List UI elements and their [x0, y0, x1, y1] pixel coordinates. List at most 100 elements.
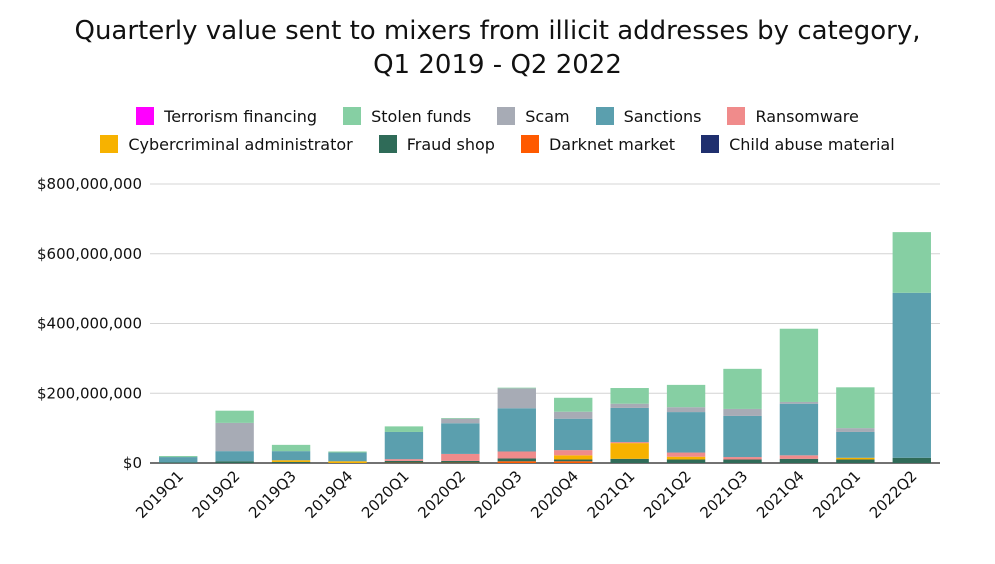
bar-segment	[779, 401, 819, 404]
chart-title: Quarterly value sent to mixers from illi…	[0, 14, 995, 82]
bar-segment	[497, 458, 536, 462]
bar-segment	[554, 461, 593, 463]
legend-label: Fraud shop	[406, 134, 495, 154]
bar-segment	[497, 461, 536, 463]
bar-segment	[271, 460, 311, 462]
bar-segment	[836, 428, 875, 432]
bar-segment	[159, 456, 198, 458]
bar-segment	[271, 451, 311, 461]
legend-label: Sanctions	[623, 106, 702, 126]
bar-segment	[554, 397, 593, 412]
legend-swatch	[727, 107, 746, 125]
bar-segment	[215, 410, 254, 423]
x-tick-label: 2020Q1	[358, 467, 413, 522]
legend-item: Scam	[497, 106, 570, 126]
bar-segment	[271, 444, 311, 452]
legend-item: Cybercriminal administrator	[100, 134, 353, 154]
bar-segment	[610, 443, 649, 459]
bar-segment	[666, 407, 706, 413]
bar-segment	[610, 388, 649, 404]
legend-swatch	[497, 107, 516, 125]
bar-segment	[441, 423, 480, 454]
bar-segment	[328, 461, 367, 463]
x-tick-label: 2020Q2	[414, 467, 469, 522]
y-tick-label: $400,000,000	[37, 315, 142, 333]
bar-segment	[666, 456, 706, 460]
bar-segment	[497, 387, 536, 389]
legend-label: Scam	[525, 106, 570, 126]
y-tick-label: $200,000,000	[37, 384, 142, 402]
title-line: Quarterly value sent to mixers from illi…	[74, 16, 921, 46]
legend-label: Terrorism financing	[164, 106, 318, 126]
bar-segment	[328, 452, 367, 462]
bar-segment	[836, 387, 875, 429]
legend-item: Terrorism financing	[136, 107, 317, 126]
bar-segment	[441, 418, 480, 424]
bar-segment	[666, 459, 706, 463]
legend-item: Sanctions	[595, 106, 702, 126]
legend-swatch	[595, 107, 614, 125]
legend-item: Ransomware	[727, 106, 859, 126]
legend-row: Cybercriminal administrator Fraud shop Dar…	[0, 130, 995, 158]
bar-segment	[554, 450, 593, 456]
bar-segment	[779, 403, 819, 456]
bar-segment	[554, 411, 593, 419]
bar-segment	[836, 457, 875, 460]
bar-segment	[892, 292, 931, 458]
x-tick-label: 2020Q3	[471, 467, 526, 522]
bar-segment	[159, 462, 198, 463]
bar-segment	[215, 422, 254, 452]
y-tick-label: $800,000,000	[37, 175, 142, 193]
bar-segment	[666, 384, 706, 408]
bar-segment	[215, 451, 254, 462]
bar-segment	[328, 451, 367, 453]
bar-segment	[215, 461, 254, 463]
legend-label: Ransomware	[755, 106, 859, 126]
bar-segment	[271, 461, 311, 463]
bar-segment	[610, 403, 649, 408]
x-tick-label: 2021Q4	[753, 467, 808, 522]
bar-segment	[159, 457, 198, 463]
legend-item: Child abuse material	[701, 135, 895, 154]
bar-segment	[554, 459, 593, 462]
bar-segment	[384, 459, 424, 461]
bar-segment	[610, 442, 649, 444]
legend-item: Darknet market	[520, 135, 675, 154]
bar-segment	[779, 455, 819, 459]
bar-segment	[723, 459, 762, 463]
x-tick-label: 2019Q3	[245, 467, 300, 522]
bar-segment	[441, 418, 480, 419]
bar-segment	[836, 431, 875, 458]
bar-segment	[666, 452, 706, 457]
bar-segment	[723, 408, 762, 416]
x-tick-label: 2019Q2	[189, 467, 244, 522]
x-tick-label: 2020Q4	[527, 467, 582, 522]
legend-swatch	[520, 135, 539, 153]
bar-segment	[723, 457, 762, 460]
x-tick-label: 2022Q2	[866, 467, 921, 522]
bar-segment	[666, 412, 706, 453]
legend: Terrorism financing Stolen funds Scam Sanct…	[0, 102, 995, 158]
bar-segment	[723, 415, 762, 458]
bar-segment	[779, 458, 819, 463]
x-tick-label: 2021Q1	[584, 467, 639, 522]
y-tick-label: $0	[123, 454, 142, 472]
title-line: Q1 2019 - Q2 2022	[373, 50, 622, 80]
x-tick-label: 2019Q1	[132, 467, 187, 522]
legend-item: Stolen funds	[343, 107, 471, 126]
legend-swatch	[100, 135, 119, 153]
bar-segment	[554, 418, 593, 451]
bar-segment	[836, 459, 875, 463]
legend-swatch	[378, 135, 397, 153]
legend-label: Cybercriminal administrator	[128, 134, 353, 154]
legend-label: Child abuse material	[729, 134, 895, 154]
legend-item: Fraud shop	[378, 134, 495, 154]
bar-segment	[723, 368, 762, 409]
bar-segment	[441, 460, 480, 463]
bar-segment	[384, 431, 424, 460]
x-tick-label: 2022Q1	[809, 467, 864, 522]
y-tick-label: $600,000,000	[37, 245, 142, 263]
bar-segment	[554, 455, 593, 460]
bar-segment	[779, 328, 819, 402]
